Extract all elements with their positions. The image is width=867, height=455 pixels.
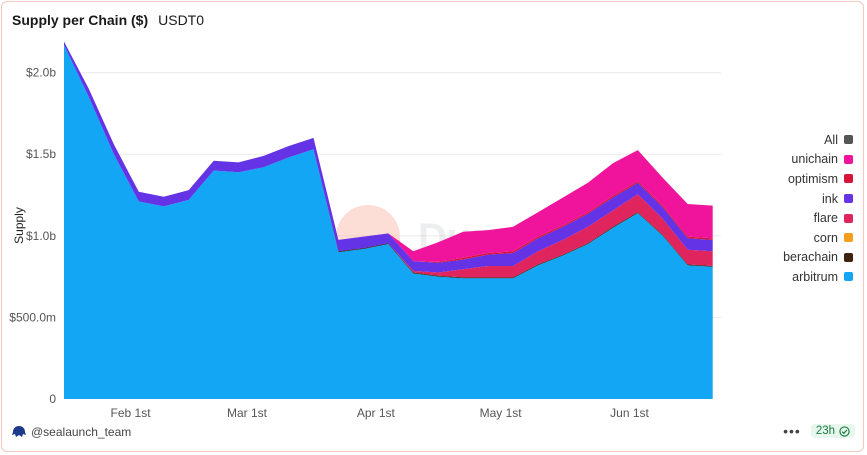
legend-item-ink[interactable]: ink xyxy=(733,189,853,209)
legend-item-corn[interactable]: corn xyxy=(733,228,853,248)
legend-swatch xyxy=(844,174,853,184)
area-unichain xyxy=(64,41,713,262)
legend-label: unichain xyxy=(791,152,838,167)
x-axis-ticks: Feb 1st Mar 1st Apr 1st May 1st Jun 1st xyxy=(111,406,650,420)
y-axis-ticks: 0 $500.0m $1.0b $1.5b $2.0b xyxy=(9,66,56,406)
y-axis-title: Supply xyxy=(12,207,26,244)
freshness-label: 23h xyxy=(815,425,835,437)
legend-item-flare[interactable]: flare xyxy=(733,208,853,228)
sealaunch-logo-icon xyxy=(12,426,26,437)
stacked-areas xyxy=(64,41,713,400)
legend-item-all[interactable]: All xyxy=(733,130,853,150)
x-tick-label: Feb 1st xyxy=(111,406,152,420)
chart-legend: All unichain optimism ink flare corn berachain… xyxy=(733,130,853,287)
legend-label: optimism xyxy=(787,171,838,186)
x-tick-label: May 1st xyxy=(480,406,523,420)
legend-label: arbitrum xyxy=(792,269,838,284)
y-tick-label: $2.0b xyxy=(26,66,56,80)
legend-label: corn xyxy=(813,230,838,245)
y-tick-label: $1.5b xyxy=(26,147,56,161)
legend-label: berachain xyxy=(783,250,838,265)
legend-swatch xyxy=(844,272,853,282)
more-dots-icon[interactable]: ••• xyxy=(783,423,801,439)
area-arbitrum xyxy=(64,44,713,400)
chart-header: Supply per Chain ($) USDT0 xyxy=(12,12,204,28)
y-tick-label: $500.0m xyxy=(9,310,56,324)
x-tick-label: Apr 1st xyxy=(357,406,396,420)
y-tick-label: $1.0b xyxy=(26,229,56,243)
legend-item-optimism[interactable]: optimism xyxy=(733,169,853,189)
legend-swatch xyxy=(844,154,853,164)
legend-swatch xyxy=(844,252,853,262)
y-tick-label: 0 xyxy=(49,392,56,406)
x-tick-label: Mar 1st xyxy=(227,406,268,420)
chart-title: Supply per Chain ($) xyxy=(12,12,149,28)
legend-swatch xyxy=(844,213,853,223)
legend-label: ink xyxy=(822,191,838,206)
check-circle-icon xyxy=(839,425,850,437)
legend-label: All xyxy=(824,132,838,147)
legend-swatch xyxy=(844,135,853,145)
legend-swatch xyxy=(844,194,853,204)
footer-controls: ••• 23h xyxy=(783,423,855,439)
legend-label: flare xyxy=(813,211,838,226)
author-name[interactable]: @sealaunch_team xyxy=(31,425,132,439)
legend-item-arbitrum[interactable]: arbitrum xyxy=(733,267,853,287)
legend-swatch xyxy=(844,233,853,243)
x-tick-label: Jun 1st xyxy=(610,406,649,420)
author-credit[interactable]: @sealaunch_team xyxy=(12,425,131,439)
freshness-badge: 23h xyxy=(810,424,855,438)
legend-item-berachain[interactable]: berachain xyxy=(733,248,853,268)
chart-subtitle: USDT0 xyxy=(158,12,205,28)
legend-item-unichain[interactable]: unichain xyxy=(733,150,853,170)
